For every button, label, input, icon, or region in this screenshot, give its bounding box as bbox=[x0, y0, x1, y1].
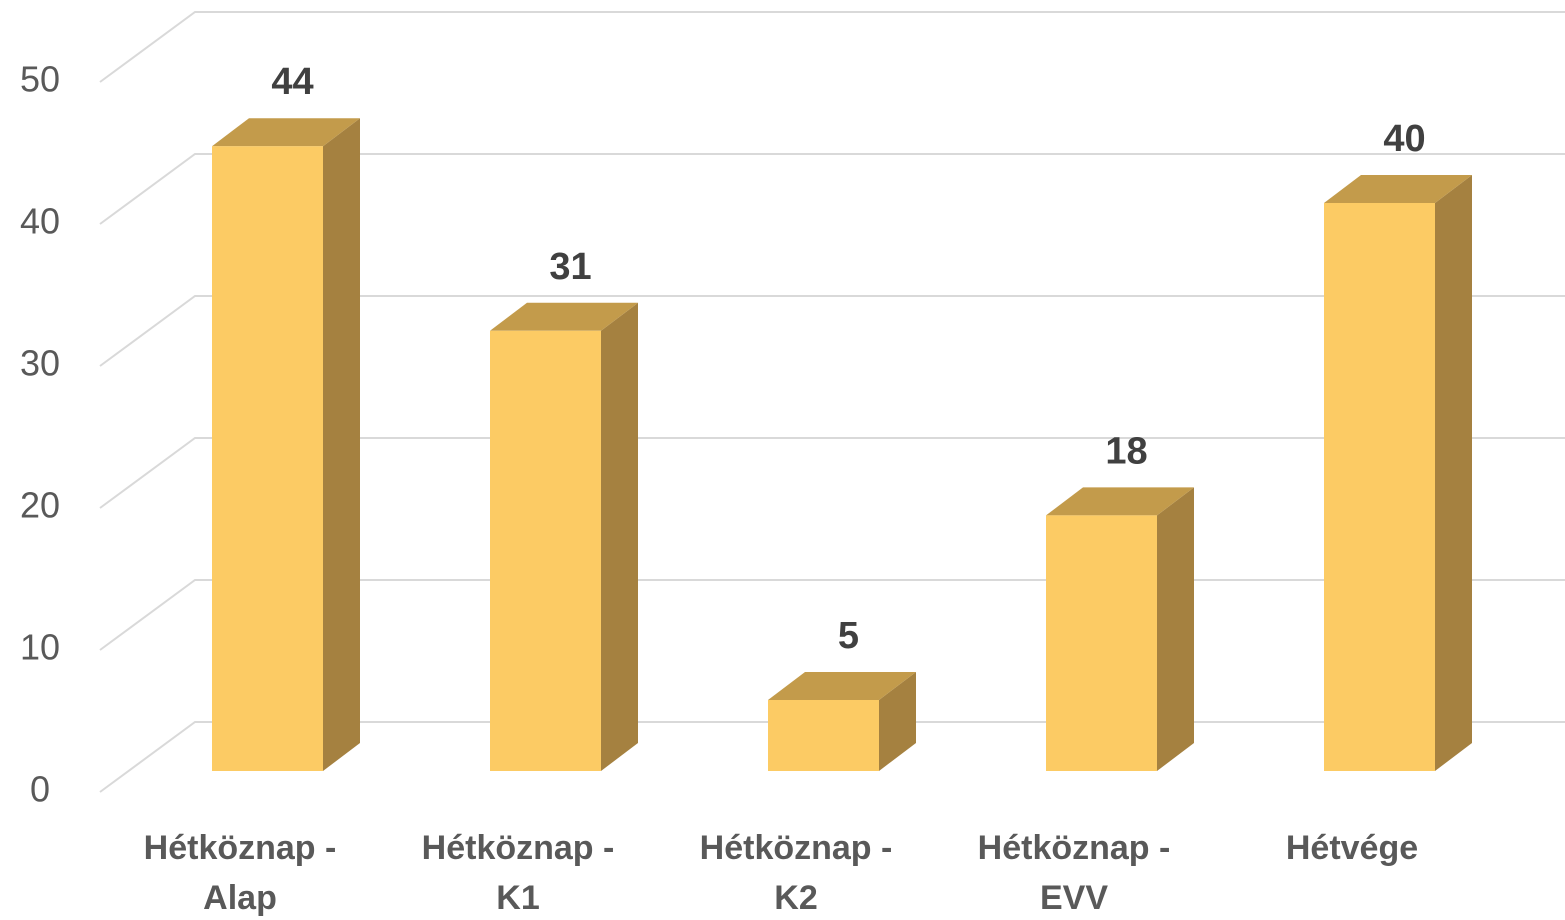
bar-top bbox=[768, 672, 916, 700]
x-tick-label: EVV bbox=[1040, 879, 1108, 917]
x-tick-label: Hétköznap - bbox=[700, 829, 893, 867]
data-label: 31 bbox=[549, 246, 591, 288]
bar-top bbox=[490, 302, 638, 331]
grid-line bbox=[99, 153, 1565, 225]
x-tick-label: K2 bbox=[774, 879, 817, 917]
grid-line bbox=[99, 11, 1565, 83]
y-tick-label: 30 bbox=[20, 343, 60, 384]
bar bbox=[768, 672, 916, 771]
y-tick-label: 0 bbox=[30, 769, 50, 810]
x-tick-label: Hétköznap - bbox=[144, 829, 337, 867]
bar-front bbox=[1324, 203, 1435, 771]
bar-top bbox=[1046, 487, 1194, 516]
y-tick-label: 50 bbox=[20, 59, 60, 100]
bar-side bbox=[601, 302, 638, 771]
bar-front bbox=[1046, 515, 1157, 771]
y-tick-label: 20 bbox=[20, 485, 60, 526]
bar bbox=[1324, 175, 1472, 771]
bar-side bbox=[323, 118, 360, 771]
y-tick-label: 40 bbox=[20, 201, 60, 242]
bar-front bbox=[490, 330, 601, 771]
bar-side bbox=[1435, 175, 1472, 771]
bar-front bbox=[768, 700, 879, 771]
bar bbox=[212, 118, 360, 771]
data-label: 40 bbox=[1383, 118, 1425, 160]
data-label: 44 bbox=[271, 61, 313, 103]
bar-top bbox=[1324, 175, 1472, 203]
bar-side bbox=[1157, 487, 1194, 771]
x-tick-label: Hétköznap - bbox=[978, 829, 1171, 867]
bar bbox=[490, 302, 638, 771]
data-label: 18 bbox=[1105, 430, 1147, 472]
x-tick-label: K1 bbox=[496, 879, 539, 917]
bar-top bbox=[212, 118, 360, 147]
x-tick-label: Hétvége bbox=[1286, 829, 1418, 867]
data-label: 5 bbox=[838, 615, 859, 657]
bar bbox=[1046, 487, 1194, 771]
y-tick-label: 10 bbox=[20, 627, 60, 668]
grid-line bbox=[99, 437, 1565, 509]
bar-front bbox=[212, 146, 323, 771]
grid-line bbox=[99, 295, 1565, 367]
x-tick-label: Alap bbox=[203, 879, 277, 917]
bar-side bbox=[879, 672, 916, 771]
x-tick-label: Hétköznap - bbox=[422, 829, 615, 867]
